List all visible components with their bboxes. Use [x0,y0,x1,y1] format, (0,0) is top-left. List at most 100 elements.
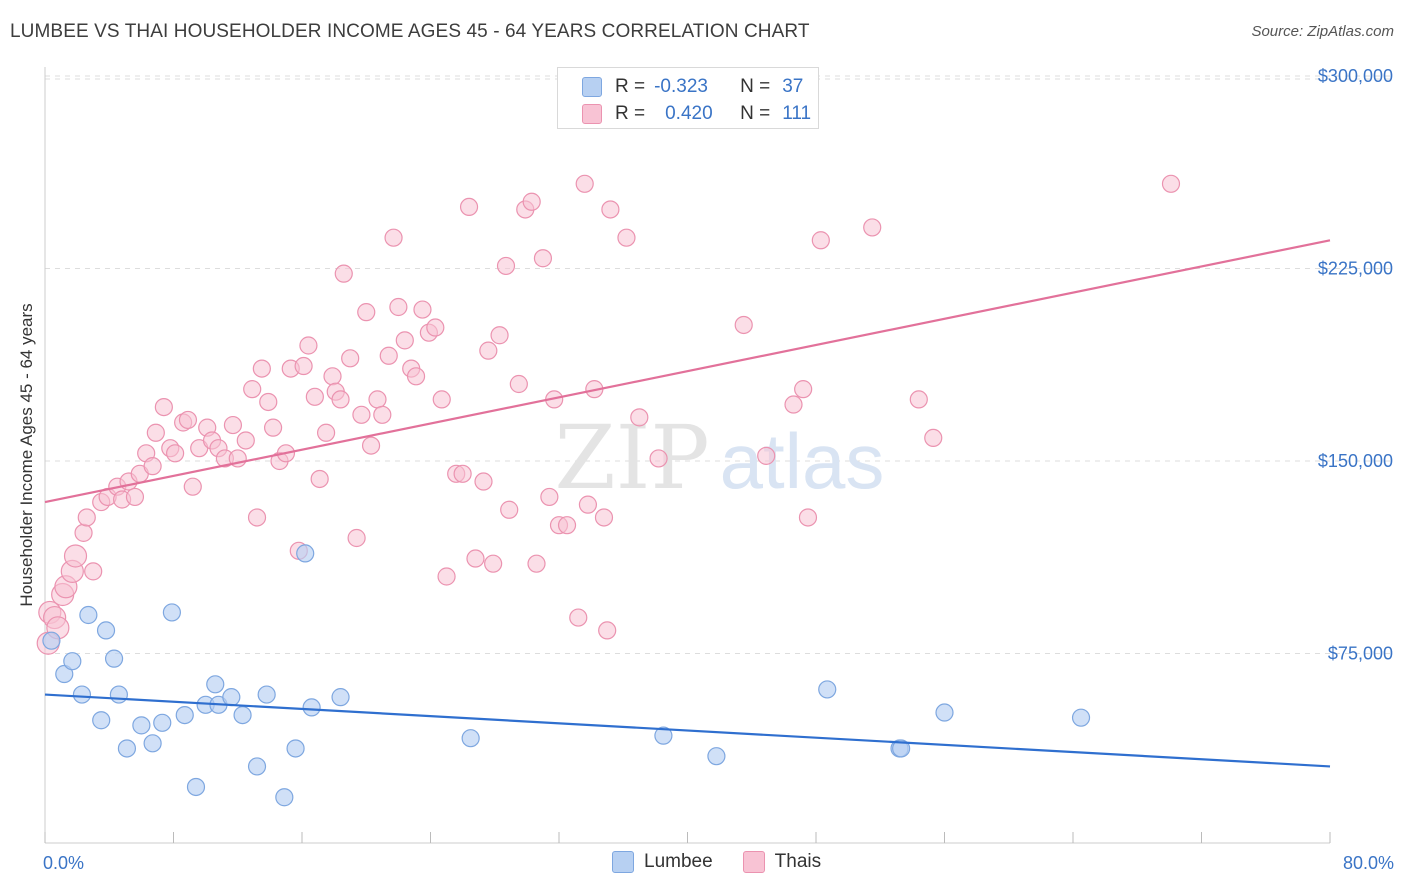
y-tick-label: $150,000 [1318,451,1393,471]
thai-point [784,395,803,414]
thai-point [352,405,371,424]
thai-point [413,300,432,319]
lumbee-points [42,544,1091,807]
thai-point [453,464,472,483]
thai-point [909,390,928,409]
thai-point [63,544,88,568]
lumbee-point [162,603,181,622]
legend-row-thais: R = 0.420 N = 111 [582,102,811,126]
thai-point [183,477,202,496]
watermark-zip: ZIP [554,406,709,509]
thai-point [143,457,162,476]
lumbee-point [1071,708,1091,727]
thai-point [166,444,185,463]
thai-point [540,487,559,507]
lumbee-point [175,705,194,725]
lumbee-point [55,664,74,684]
watermark-atlas: atlas [720,417,885,505]
thai-point [432,390,451,409]
lumbee-point [42,631,61,650]
lumbee-point [286,739,305,758]
thai-point [347,528,366,548]
source-label: Source: ZipAtlas.com [1251,23,1394,40]
thai-point [459,197,479,216]
thai-point [601,200,620,219]
lumbee-point [143,734,162,753]
thai-point [426,318,445,337]
chart-title: LUMBEE VS THAI HOUSEHOLDER INCOME AGES 4… [10,21,810,42]
thai-point [341,349,360,368]
legend-row-lumbee: R = -0.323 N = 37 [582,75,803,99]
thai-swatch [742,851,765,873]
lumbee-point [707,747,726,766]
thai-point [533,249,553,268]
thai-point [125,487,145,507]
thai-point [522,192,541,211]
thai-point [299,336,318,355]
thai-point [236,431,255,450]
lumbee-point [275,788,294,807]
tick-labels: $75,000 $150,000 $225,000 $300,000 0.0% 80.0% [43,66,1394,873]
legend-label-lumbee: Lumbee [644,851,713,872]
thai-point [578,495,598,514]
thai-point [569,608,588,627]
thai-point [598,621,617,640]
thai-point [437,567,456,586]
legend-item-thais: Thais [742,851,821,873]
thai-point [389,297,408,317]
thai-point [490,326,509,345]
thai-point [594,508,614,527]
axes [44,67,1331,844]
thai-point [734,315,753,335]
lumbee-point [222,688,241,707]
lumbee-point [461,729,480,748]
thai-points [36,174,1181,655]
lumbee-point [935,703,954,722]
thai-point [649,449,668,468]
thai-trend-line [44,239,1331,504]
thai-point [575,174,594,193]
thai-point [466,549,485,568]
legend-item-lumbee: Lumbee [612,851,713,873]
thai-point [263,418,283,437]
thai-point [379,346,398,365]
lumbee-point [79,605,98,625]
thai-point [178,410,198,430]
thai-point [527,554,546,573]
lumbee-point [104,649,124,668]
thai-point [757,446,776,465]
thai-point [294,356,313,376]
thai-point [252,359,271,378]
thai-point [373,405,392,424]
thai-point [617,228,636,247]
thai-point [310,469,329,489]
thai-point [484,554,503,573]
lumbee-point [331,688,350,707]
lumbee-trend-line [44,693,1331,768]
lumbee-point [302,698,321,717]
thai-point [496,256,516,276]
zipatlas-watermark: ZIP atlas [554,406,884,509]
thai-point [1161,174,1181,193]
r-value: -0.323 [654,76,708,97]
thai-point [331,390,350,409]
correlation-legend: R = -0.323 N = 37 R = 0.420 N = 111 [557,67,819,129]
thai-point [557,516,577,535]
thai-point [223,415,243,435]
thai-point [323,367,342,386]
lumbee-point [63,652,82,671]
y-tick-label: $225,000 [1318,259,1393,279]
trend-lines [44,239,1331,768]
y-tick-label: $75,000 [1328,644,1393,664]
thai-point [305,387,324,406]
lumbee-point [257,685,276,704]
lumbee-point [96,621,116,640]
lumbee-point [296,544,315,563]
thai-point [368,390,387,409]
series-legend: Lumbee Thais [612,851,851,873]
y-tick-label: $300,000 [1318,66,1393,86]
lumbee-point [72,685,92,704]
thai-point [146,423,165,442]
thai-point [924,428,943,447]
